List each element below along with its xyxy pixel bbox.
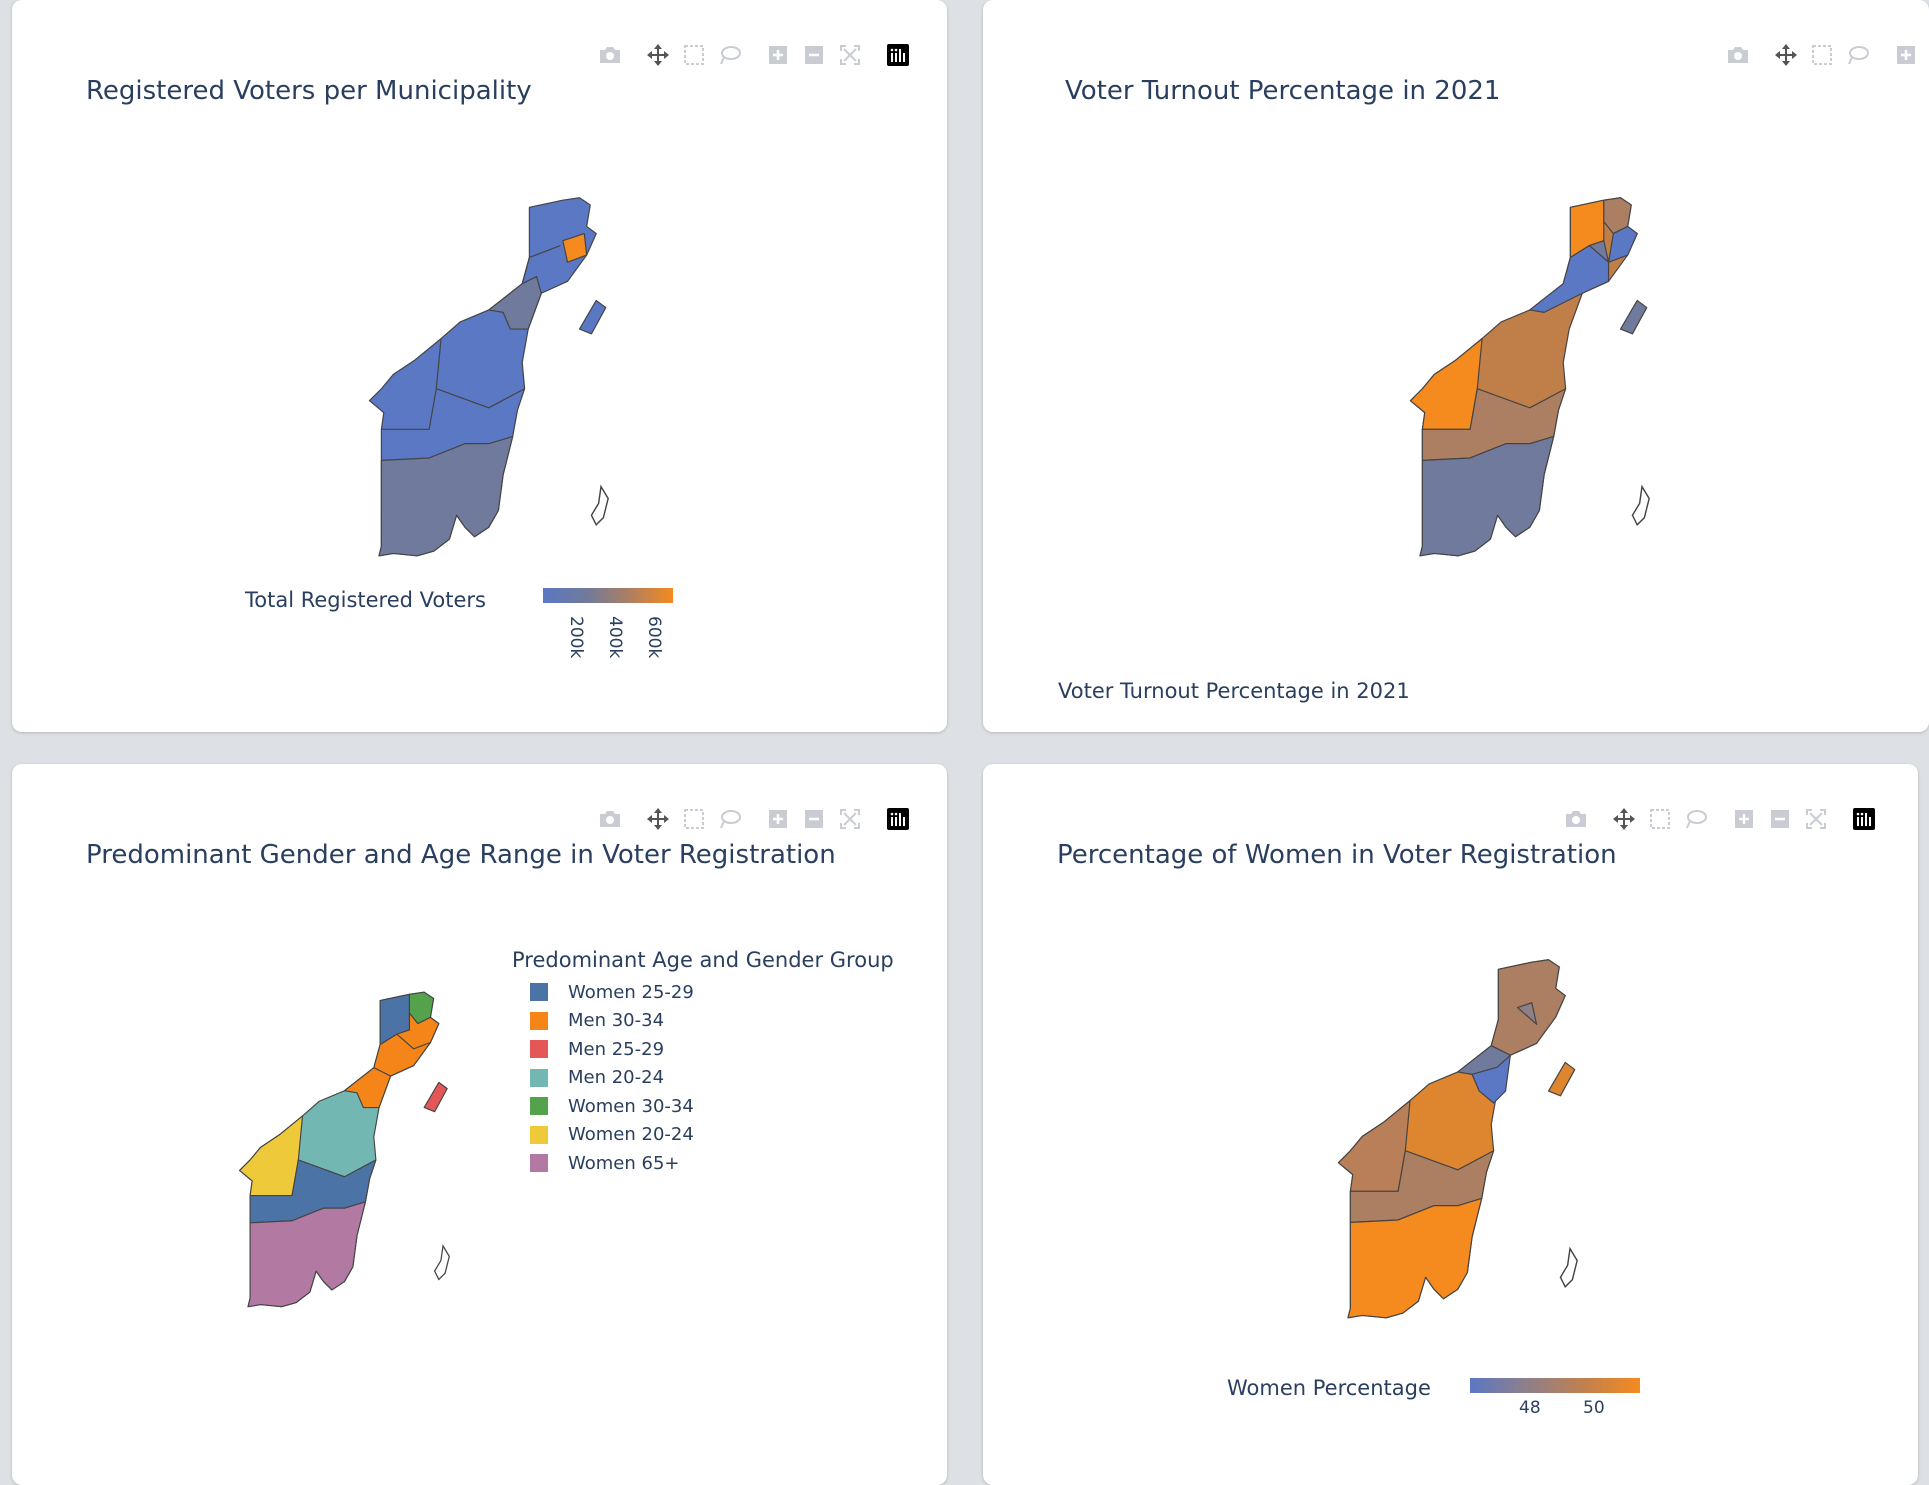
region-south bbox=[1419, 435, 1555, 557]
legend-item[interactable]: Women 30-34 bbox=[530, 1092, 894, 1121]
lasso-icon[interactable] bbox=[715, 40, 745, 70]
region-blue bbox=[1471, 1054, 1511, 1104]
chart-card-registered-voters: Registered Voters per Municipality Total… bbox=[12, 0, 947, 732]
colorbar-title: Voter Turnout Percentage in 2021 bbox=[1058, 679, 1410, 703]
colorbar-gradient bbox=[1470, 1378, 1640, 1393]
zoom-out-icon[interactable] bbox=[799, 804, 829, 834]
legend-label: Men 20-24 bbox=[568, 1067, 665, 1089]
camera-icon[interactable] bbox=[595, 804, 625, 834]
modebar bbox=[1561, 804, 1885, 834]
lasso-icon[interactable] bbox=[1843, 40, 1873, 70]
legend-label: Women 25-29 bbox=[568, 981, 694, 1003]
region-west bbox=[1409, 338, 1483, 430]
legend-item[interactable]: Women 65+ bbox=[530, 1149, 894, 1178]
plotly-logo-icon[interactable] bbox=[883, 804, 913, 834]
camera-icon[interactable] bbox=[1561, 804, 1591, 834]
legend-swatch bbox=[530, 1125, 548, 1144]
plotly-logo-icon[interactable] bbox=[1849, 804, 1879, 834]
colorbar-tick: 200k bbox=[566, 616, 586, 659]
pan-icon[interactable] bbox=[643, 40, 673, 70]
zoom-out-icon[interactable] bbox=[799, 40, 829, 70]
legend-title: Predominant Age and Gender Group bbox=[512, 948, 894, 972]
choropleth-map[interactable] bbox=[1401, 193, 1661, 563]
box-select-icon[interactable] bbox=[679, 40, 709, 70]
autoscale-icon[interactable] bbox=[835, 804, 865, 834]
colorbar-tick: 50 bbox=[1583, 1398, 1605, 1418]
box-select-icon[interactable] bbox=[1807, 40, 1837, 70]
pan-icon[interactable] bbox=[643, 804, 673, 834]
colorbar-tick: 600k bbox=[644, 616, 664, 659]
legend-item[interactable]: Women 20-24 bbox=[530, 1121, 894, 1150]
zoom-in-icon[interactable] bbox=[763, 804, 793, 834]
chart-title: Predominant Gender and Age Range in Vote… bbox=[86, 840, 836, 870]
modebar bbox=[1723, 40, 1927, 70]
region-northeast bbox=[562, 232, 588, 263]
camera-icon[interactable] bbox=[1723, 40, 1753, 70]
colorbar-tick: 48 bbox=[1519, 1398, 1541, 1418]
legend-item[interactable]: Women 25-29 bbox=[530, 978, 894, 1007]
legend-label: Women 65+ bbox=[568, 1152, 680, 1174]
colorbar-gradient bbox=[543, 588, 673, 603]
autoscale-icon[interactable] bbox=[835, 40, 865, 70]
box-select-icon[interactable] bbox=[679, 804, 709, 834]
chart-card-gender-age: Predominant Gender and Age Range in Vote… bbox=[12, 764, 947, 1485]
legend-swatch bbox=[530, 1011, 548, 1030]
region-north-band bbox=[488, 275, 542, 330]
chart-card-women-percentage: Percentage of Women in Voter Registratio… bbox=[983, 764, 1918, 1485]
chart-title: Registered Voters per Municipality bbox=[86, 76, 532, 106]
region-ne bbox=[343, 1012, 440, 1109]
modebar bbox=[595, 804, 919, 834]
legend-swatch bbox=[530, 1040, 548, 1059]
zoom-out-icon[interactable] bbox=[1765, 804, 1795, 834]
legend-swatch bbox=[530, 1068, 548, 1087]
choropleth-map[interactable] bbox=[228, 988, 463, 1313]
autoscale-icon[interactable] bbox=[1801, 804, 1831, 834]
lasso-icon[interactable] bbox=[1681, 804, 1711, 834]
zoom-in-icon[interactable] bbox=[763, 40, 793, 70]
chart-title: Voter Turnout Percentage in 2021 bbox=[1065, 76, 1501, 106]
region-west bbox=[239, 1115, 304, 1197]
modebar bbox=[595, 40, 919, 70]
region-ne-inner bbox=[1516, 1002, 1538, 1025]
zoom-in-icon[interactable] bbox=[1891, 40, 1921, 70]
lasso-icon[interactable] bbox=[715, 804, 745, 834]
region-south bbox=[378, 435, 514, 557]
legend-label: Men 25-29 bbox=[568, 1038, 665, 1060]
colorbar-tick: 400k bbox=[605, 616, 625, 659]
region-ne bbox=[1607, 225, 1638, 263]
choropleth-map[interactable] bbox=[1329, 955, 1589, 1325]
legend-item[interactable]: Men 25-29 bbox=[530, 1035, 894, 1064]
chart-title: Percentage of Women in Voter Registratio… bbox=[1057, 840, 1617, 870]
legend-swatch bbox=[530, 1154, 548, 1173]
legend-item[interactable]: Men 20-24 bbox=[530, 1064, 894, 1093]
choropleth-map[interactable] bbox=[360, 193, 620, 563]
pan-icon[interactable] bbox=[1609, 804, 1639, 834]
legend-swatch bbox=[530, 1097, 548, 1116]
box-select-icon[interactable] bbox=[1645, 804, 1675, 834]
region-west bbox=[1337, 1100, 1411, 1192]
plotly-logo-icon[interactable] bbox=[883, 40, 913, 70]
legend-item[interactable]: Men 30-34 bbox=[530, 1007, 894, 1036]
region-south bbox=[247, 1201, 366, 1308]
legend-label: Women 30-34 bbox=[568, 1095, 694, 1117]
legend-swatch bbox=[530, 983, 548, 1002]
camera-icon[interactable] bbox=[595, 40, 625, 70]
legend: Predominant Age and Gender Group Women 2… bbox=[512, 948, 894, 1178]
legend-label: Women 20-24 bbox=[568, 1124, 694, 1146]
colorbar-title: Total Registered Voters bbox=[245, 588, 486, 612]
chart-card-voter-turnout: Voter Turnout Percentage in 2021 Voter T… bbox=[983, 0, 1929, 732]
colorbar-title: Women Percentage bbox=[1227, 1376, 1431, 1400]
region-band-blue bbox=[1529, 244, 1610, 313]
region-south bbox=[1347, 1197, 1483, 1319]
zoom-in-icon[interactable] bbox=[1729, 804, 1759, 834]
legend-label: Men 30-34 bbox=[568, 1010, 665, 1032]
pan-icon[interactable] bbox=[1771, 40, 1801, 70]
